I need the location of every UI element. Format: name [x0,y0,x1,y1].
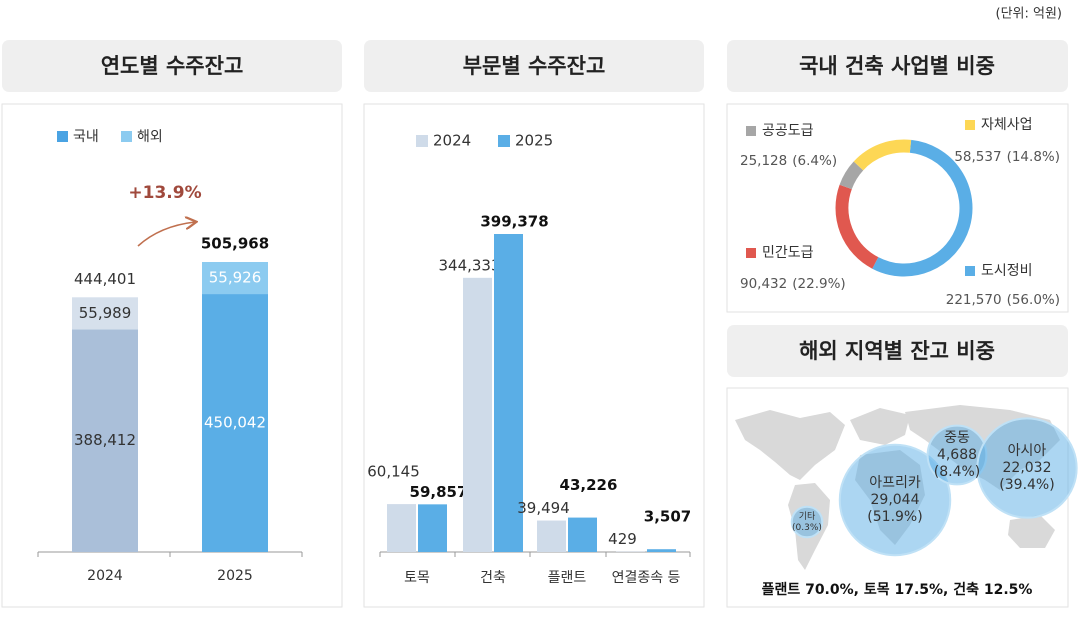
donut-segment [835,184,879,269]
panel-header [727,40,1068,92]
bubble-label: 기타 [799,511,816,522]
bubble [976,417,1078,519]
amount: 221,570 [946,292,1002,308]
value-label: 25,128 (6.4%) [740,153,837,169]
bar-segment [202,262,268,295]
legend-label: 해외 [137,129,163,145]
bar [568,517,597,552]
x-tick-label: 플랜트 [548,570,587,586]
total-label: 505,968 [201,235,269,253]
x-tick-label: 연결종속 등 [612,570,681,586]
legend-swatch [746,126,756,136]
total-label: 444,401 [74,270,136,288]
bar [647,549,676,552]
legend-label: 2025 [515,132,553,150]
value-label: 55,989 [79,304,132,322]
value-label: 450,042 [204,414,266,432]
panel-header [2,40,342,92]
legend-swatch [57,131,68,142]
value-label: 60,145 [367,463,420,481]
growth-arrow [137,222,195,247]
panel-title: 부문별 수주잔고 [463,54,606,78]
value-label: 388,412 [74,431,136,449]
donut-segment [853,139,912,171]
legend-label: 자체사업 [981,117,1033,133]
legend-label: 민간도급 [762,245,814,261]
percent: (56.0%) [1007,292,1060,308]
legend-label: 국내 [73,129,99,145]
donut-segment [839,161,864,190]
value-label: 43,226 [560,476,618,494]
bubble [790,505,824,539]
legend-swatch [416,135,428,147]
panel-body [1,103,343,608]
x-tick-label: 건축 [480,570,506,586]
value-label: 39,494 [517,499,570,517]
amount: 58,537 [954,149,1001,165]
bar-segment [72,329,138,552]
bubble-label: (39.4%) [999,477,1054,493]
panel-body [726,103,1069,313]
bubble-label: 4,688 [937,447,977,463]
value-label: 90,432 (22.9%) [740,276,846,292]
bubble-label: 중동 [944,430,970,446]
value-label: 399,378 [480,213,548,231]
bubble-label: 22,032 [1003,460,1052,476]
percent: (22.9%) [792,276,845,292]
legend-swatch [965,266,975,276]
panel-title: 연도별 수주잔고 [101,54,244,78]
percent: (6.4%) [792,153,837,169]
bubble-label: 아프리카 [869,475,921,491]
legend-swatch [121,131,132,142]
legend-swatch [746,248,756,258]
x-tick-label: 토목 [404,570,430,586]
bar [463,277,492,552]
legend-label: 도시정비 [981,263,1033,279]
amount: 90,432 [740,276,787,292]
bubble-label: 29,044 [871,492,920,508]
bar [387,504,416,552]
region-note: 플랜트 70.0%, 토목 17.5%, 건축 12.5% [762,581,1033,598]
panel-header [727,325,1068,377]
panel-header [364,40,704,92]
legend-swatch [965,120,975,130]
bubble-label: 아시아 [1008,443,1047,459]
bar-segment [202,294,268,552]
bar [418,504,447,552]
value-label: 344,333 [438,256,500,274]
value-label: 58,537 (14.8%) [954,149,1060,165]
bubble-label: (51.9%) [867,509,922,525]
legend-label: 2024 [433,132,471,150]
x-tick-label: 2025 [217,568,253,584]
legend-label: 공공도급 [762,123,814,139]
percent: (14.8%) [1007,149,1060,165]
bar [494,234,523,552]
panel-title: 국내 건축 사업별 비중 [799,54,995,78]
growth-annotation: +13.9% [128,183,201,203]
bar [537,520,566,552]
bubble-label: (0.3%) [792,523,822,533]
bubble-label: (8.4%) [934,464,981,480]
x-tick-label: 2024 [87,568,123,584]
value-label: 3,507 [644,508,691,526]
bar-segment [72,297,138,330]
amount: 25,128 [740,153,787,169]
value-label: 55,926 [209,269,262,287]
unit-label: (단위: 억원) [996,7,1063,22]
value-label: 59,857 [410,483,468,501]
legend-swatch [498,135,510,147]
value-label: 429 [608,530,637,548]
donut-segment [872,139,973,277]
value-label: 221,570 (56.0%) [946,292,1060,308]
panel-title: 해외 지역별 잔고 비중 [799,339,995,363]
bubble [838,443,952,557]
